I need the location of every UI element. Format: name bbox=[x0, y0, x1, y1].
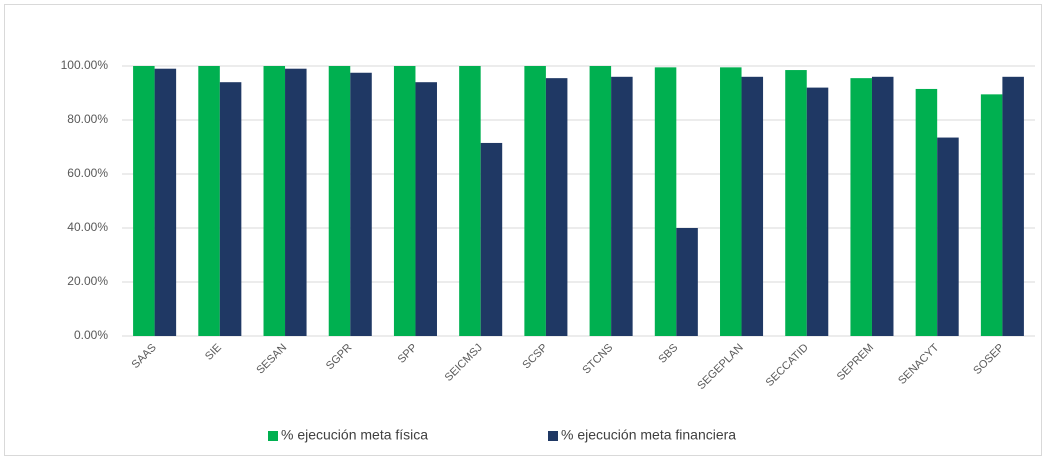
bar bbox=[589, 66, 612, 336]
bar bbox=[154, 68, 177, 336]
bar bbox=[415, 82, 437, 336]
legend-label: % ejecución meta financiera bbox=[561, 427, 736, 443]
y-tick-label: 0.00% bbox=[74, 328, 108, 342]
bar bbox=[915, 88, 938, 336]
bar bbox=[720, 67, 742, 336]
bar bbox=[871, 76, 894, 337]
bar bbox=[524, 66, 546, 336]
bar bbox=[806, 87, 829, 336]
bar bbox=[350, 72, 372, 336]
legend: % ejecución meta física % ejecución meta … bbox=[268, 427, 736, 443]
y-tick-label: 20.00% bbox=[67, 274, 108, 288]
bar bbox=[654, 67, 677, 336]
bar bbox=[741, 76, 764, 337]
bar bbox=[545, 78, 568, 337]
bar bbox=[328, 66, 351, 336]
bar bbox=[611, 76, 633, 337]
bar bbox=[263, 66, 286, 336]
legend-swatch bbox=[268, 431, 278, 441]
bar bbox=[133, 66, 155, 336]
y-tick-label: 40.00% bbox=[67, 220, 108, 234]
y-tick-label: 60.00% bbox=[67, 166, 108, 180]
bar bbox=[980, 94, 1003, 336]
bar bbox=[480, 142, 503, 336]
legend-swatch bbox=[548, 431, 558, 441]
bar bbox=[850, 78, 872, 337]
bar bbox=[1002, 76, 1024, 337]
bar bbox=[937, 137, 959, 336]
bar bbox=[198, 66, 220, 336]
bar bbox=[676, 228, 698, 336]
bar bbox=[393, 66, 416, 336]
y-tick-label: 100.00% bbox=[61, 58, 109, 72]
bar bbox=[285, 68, 307, 336]
legend-label: % ejecución meta física bbox=[281, 427, 428, 443]
y-tick-label: 80.00% bbox=[67, 112, 108, 126]
bar bbox=[219, 82, 242, 336]
bar bbox=[785, 70, 807, 337]
bar bbox=[459, 66, 481, 336]
